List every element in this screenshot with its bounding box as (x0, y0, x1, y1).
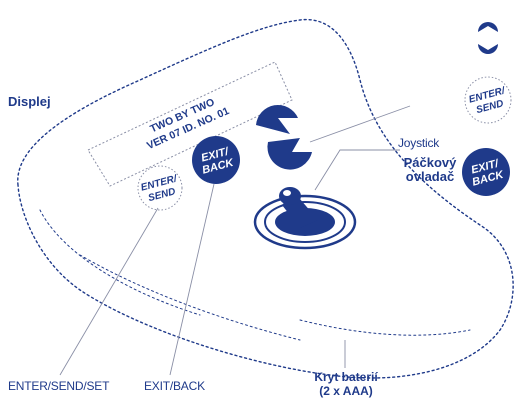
leader-lines (59, 105, 411, 376)
label-kryt-line2: (2 x AAA) (319, 384, 373, 398)
leader-joystick (309, 105, 411, 143)
leader-exit-back (169, 183, 215, 376)
label-packovy-ovladac: Páčkový ovladač (398, 156, 462, 184)
label-kryt-line1: Kryt baterií (314, 370, 378, 384)
leader-enter-send-set (59, 207, 159, 376)
label-displej: Displej (8, 94, 51, 109)
up-arrow-icon[interactable] (256, 104, 298, 134)
label-joystick: Joystick (398, 136, 440, 150)
exit-back-button[interactable]: EXIT/ BACK (192, 136, 240, 184)
leader-packovy (314, 149, 400, 191)
label-packovy-line1: Páčkový (403, 155, 457, 170)
enter-send-button[interactable]: ENTER/ SEND (137, 165, 183, 211)
device-outline (17, 18, 514, 379)
exit-back-icon: EXIT/ BACK (462, 148, 510, 196)
label-kryt-baterii: Kryt baterií (2 x AAA) (294, 370, 398, 398)
arrow-buttons[interactable] (256, 104, 312, 170)
label-enter-send-set: ENTER/SEND/SET (8, 379, 110, 393)
label-exit-back: EXIT/BACK (144, 379, 205, 393)
down-arrow-icon[interactable] (267, 138, 312, 170)
joystick-icon[interactable] (253, 187, 357, 250)
up-down-arrows-icon (478, 22, 498, 54)
enter-send-icon: ENTER/ SEND (464, 76, 512, 124)
label-packovy-line2: ovladač (405, 169, 455, 184)
